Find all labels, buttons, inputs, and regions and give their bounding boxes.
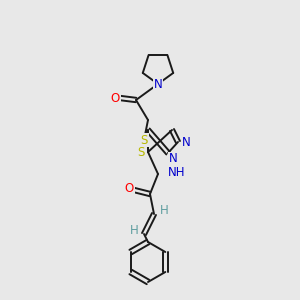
Text: N: N (169, 152, 177, 166)
Text: O: O (124, 182, 134, 196)
Text: H: H (160, 203, 168, 217)
Text: N: N (182, 136, 190, 148)
Text: NH: NH (168, 166, 185, 178)
Text: H: H (130, 224, 138, 236)
Text: N: N (154, 77, 162, 91)
Text: S: S (140, 134, 148, 146)
Text: S: S (137, 146, 145, 158)
Text: O: O (110, 92, 120, 104)
